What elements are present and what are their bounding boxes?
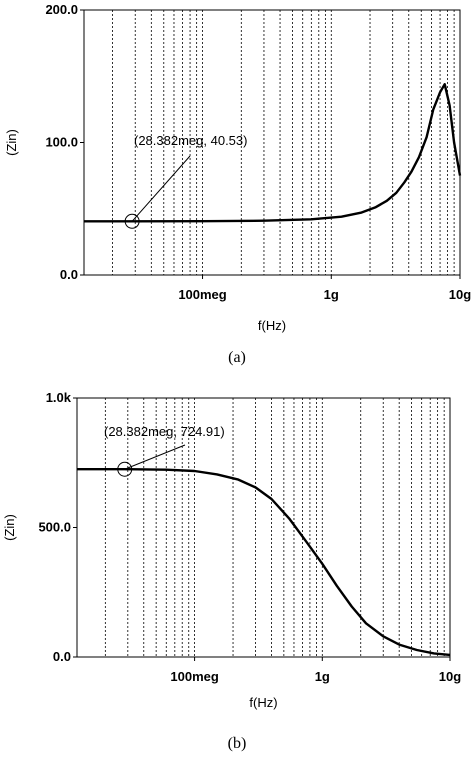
data-marker (117, 461, 133, 477)
y-tick-label: 200.0 (45, 2, 78, 17)
x-tick-label: 100meg (178, 287, 226, 302)
series-line (84, 82, 462, 223)
annotation-label: (28.382meg, 40.53) (134, 133, 247, 148)
y-tick-label: 0.0 (60, 267, 78, 282)
y-tick-label: 500.0 (38, 520, 71, 535)
annotation-arrow (124, 444, 186, 470)
y-axis-label: (Zin) (2, 514, 17, 541)
x-tick-label: 1g (324, 287, 339, 302)
chart-a: 0.0 100.0 200.0 100meg 1g 10g (Zin) f(Hz) (28.38… (4, 2, 471, 366)
data-marker (124, 213, 140, 229)
annotation-label: (28.382meg, 724.91) (104, 424, 225, 439)
annotation-arrow (131, 155, 191, 222)
figure-caption: (a) (228, 349, 246, 366)
x-tick-label: 100meg (170, 669, 218, 684)
x-tick-label: 10g (449, 287, 471, 302)
x-tick-label: 10g (439, 669, 461, 684)
y-tick-label: 0.0 (53, 649, 71, 664)
chart-b: 0.0 500.0 1.0k 100meg 1g 10g (Zin) f(Hz) (28.382… (2, 390, 461, 752)
series-line (77, 468, 451, 657)
y-tick-label: 100.0 (45, 135, 78, 150)
x-tick-label: 1g (315, 669, 330, 684)
figure-caption: (b) (228, 735, 247, 752)
x-axis-label: f(Hz) (249, 695, 277, 710)
y-axis-label: (Zin) (4, 129, 19, 156)
x-axis-label: f(Hz) (258, 318, 286, 333)
y-tick-label: 1.0k (46, 390, 72, 405)
